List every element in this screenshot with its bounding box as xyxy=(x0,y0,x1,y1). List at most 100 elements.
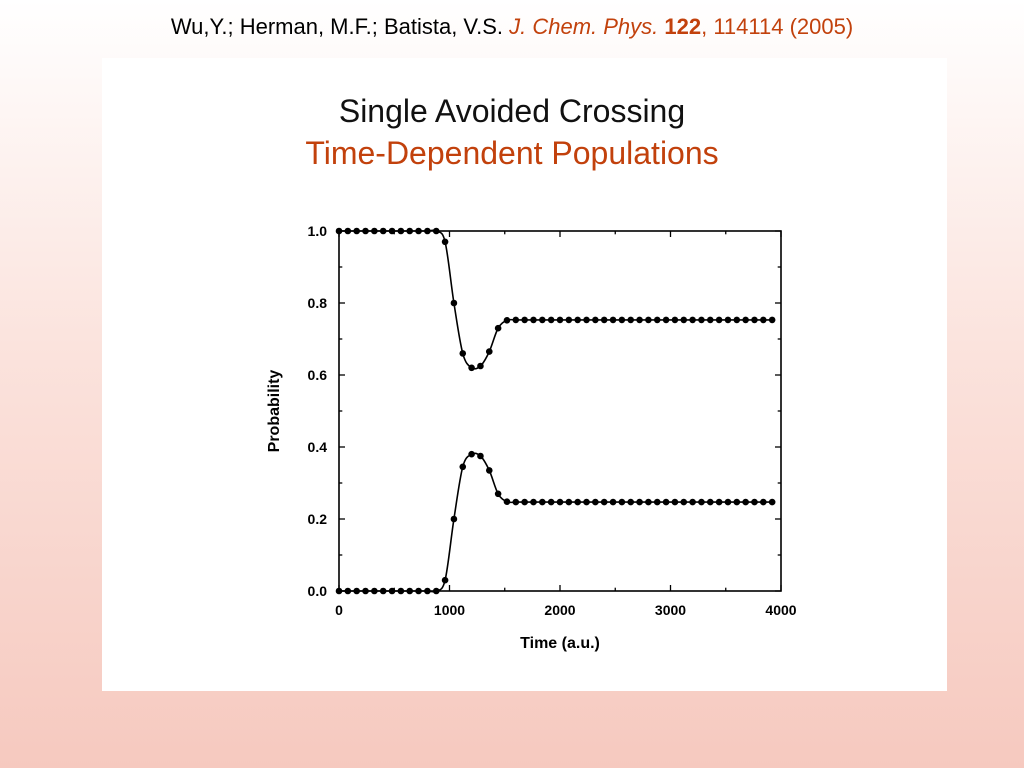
series-1-point xyxy=(353,227,360,235)
series-1-point xyxy=(424,227,431,235)
series-2-point xyxy=(424,587,431,595)
citation: Wu,Y.; Herman, M.F.; Batista, V.S. J. Ch… xyxy=(0,14,1024,40)
series-line-2 xyxy=(339,452,773,593)
series-2-point xyxy=(441,576,449,584)
series-1-point xyxy=(379,227,387,235)
series-2-point xyxy=(388,587,396,595)
series-1-point xyxy=(556,316,564,324)
series-2-point xyxy=(742,498,749,506)
series-2-point xyxy=(459,463,467,471)
series-1-point xyxy=(724,316,732,324)
series-1-point xyxy=(671,316,679,324)
series-1-point xyxy=(592,316,599,324)
series-2-point xyxy=(530,498,537,506)
series-1-point xyxy=(521,316,528,324)
series-1-point xyxy=(344,227,352,235)
series-1-point xyxy=(574,316,581,324)
series-line-1 xyxy=(339,229,773,370)
series-2-point xyxy=(503,498,511,506)
x-tick-label: 0 xyxy=(335,602,343,618)
series-1-point xyxy=(609,316,617,324)
series-1-point xyxy=(494,324,502,332)
series-1-point xyxy=(503,316,511,324)
series-1-point xyxy=(583,316,590,324)
series-1-point xyxy=(600,316,608,324)
series-1-point xyxy=(618,316,626,324)
series-1-point xyxy=(397,227,405,235)
series-2-point xyxy=(751,498,758,506)
series-2-point xyxy=(724,498,732,506)
series-1-point xyxy=(441,238,449,246)
series-1-point xyxy=(689,316,696,324)
series-2-point xyxy=(556,498,564,506)
series-2-point xyxy=(406,587,414,595)
series-2-point xyxy=(653,498,661,506)
series-2-point xyxy=(609,498,617,506)
series-1-point xyxy=(477,362,484,370)
series-2-point xyxy=(627,498,635,506)
series-2-point xyxy=(706,498,714,506)
series-1-point xyxy=(636,316,643,324)
series-2-point xyxy=(592,498,599,506)
series-2-point xyxy=(565,498,573,506)
series-1-point xyxy=(565,316,573,324)
series-1-point xyxy=(415,227,422,235)
x-axis-label: Time (a.u.) xyxy=(520,635,600,652)
y-axis-label: Probability xyxy=(266,370,283,453)
series-2-point xyxy=(600,498,608,506)
series-1-point xyxy=(547,316,555,324)
series-2-point xyxy=(335,587,343,595)
series-2-point xyxy=(715,498,723,506)
series-1-point xyxy=(698,316,705,324)
series-2-point xyxy=(760,498,767,506)
series-1-point xyxy=(742,316,749,324)
series-2-point xyxy=(662,498,670,506)
series-1-point xyxy=(733,316,741,324)
series-2-point xyxy=(671,498,679,506)
series-1-point xyxy=(645,316,652,324)
x-tick-label: 2000 xyxy=(544,602,575,618)
x-tick-label: 4000 xyxy=(765,602,796,618)
x-tick-label: 3000 xyxy=(655,602,686,618)
axis-ticks xyxy=(338,230,782,592)
citation-pages-year: , 114114 (2005) xyxy=(701,14,854,39)
series-2-point xyxy=(698,498,705,506)
series-2-point xyxy=(485,467,493,474)
series-2-point xyxy=(680,498,688,506)
series-1-point xyxy=(530,316,537,324)
slide-subtitle: Time-Dependent Populations xyxy=(305,135,719,171)
y-tick-label: 0.4 xyxy=(308,439,328,455)
series-2-point xyxy=(477,452,484,460)
series-1-point xyxy=(653,316,661,324)
series-1-point xyxy=(512,316,520,324)
series-2-point xyxy=(547,498,555,506)
series-1-point xyxy=(362,227,369,235)
series-1-point xyxy=(706,316,714,324)
series-2-point xyxy=(512,498,520,506)
series-1-point xyxy=(406,227,414,235)
series-2-point xyxy=(521,498,528,506)
series-1-point xyxy=(768,316,776,324)
series-2-point xyxy=(432,587,440,595)
citation-journal: J. Chem. Phys. xyxy=(509,14,659,39)
series-1-point xyxy=(468,364,475,372)
series-1-point xyxy=(715,316,723,324)
series-2-point xyxy=(645,498,652,506)
series-2-point xyxy=(768,498,776,506)
series-2-point xyxy=(450,515,458,523)
series-2-point xyxy=(344,587,352,595)
series-2-point xyxy=(618,498,626,506)
series-2-point xyxy=(362,587,369,595)
series-1-point xyxy=(662,316,670,324)
series-1-point xyxy=(388,227,396,235)
figure-panel xyxy=(102,58,947,691)
series-2-point xyxy=(353,587,360,595)
tick-labels: 0 1000 2000 3000 4000 0.0 0.2 0.4 0.6 0.8 1.0 xyxy=(308,223,797,618)
series-1-point xyxy=(485,348,493,355)
series-2-point xyxy=(371,587,378,595)
slide-title: Single Avoided Crossing xyxy=(338,93,686,129)
series-1-point xyxy=(432,227,440,235)
y-tick-label: 0.6 xyxy=(308,367,328,383)
series-2-point xyxy=(636,498,643,506)
